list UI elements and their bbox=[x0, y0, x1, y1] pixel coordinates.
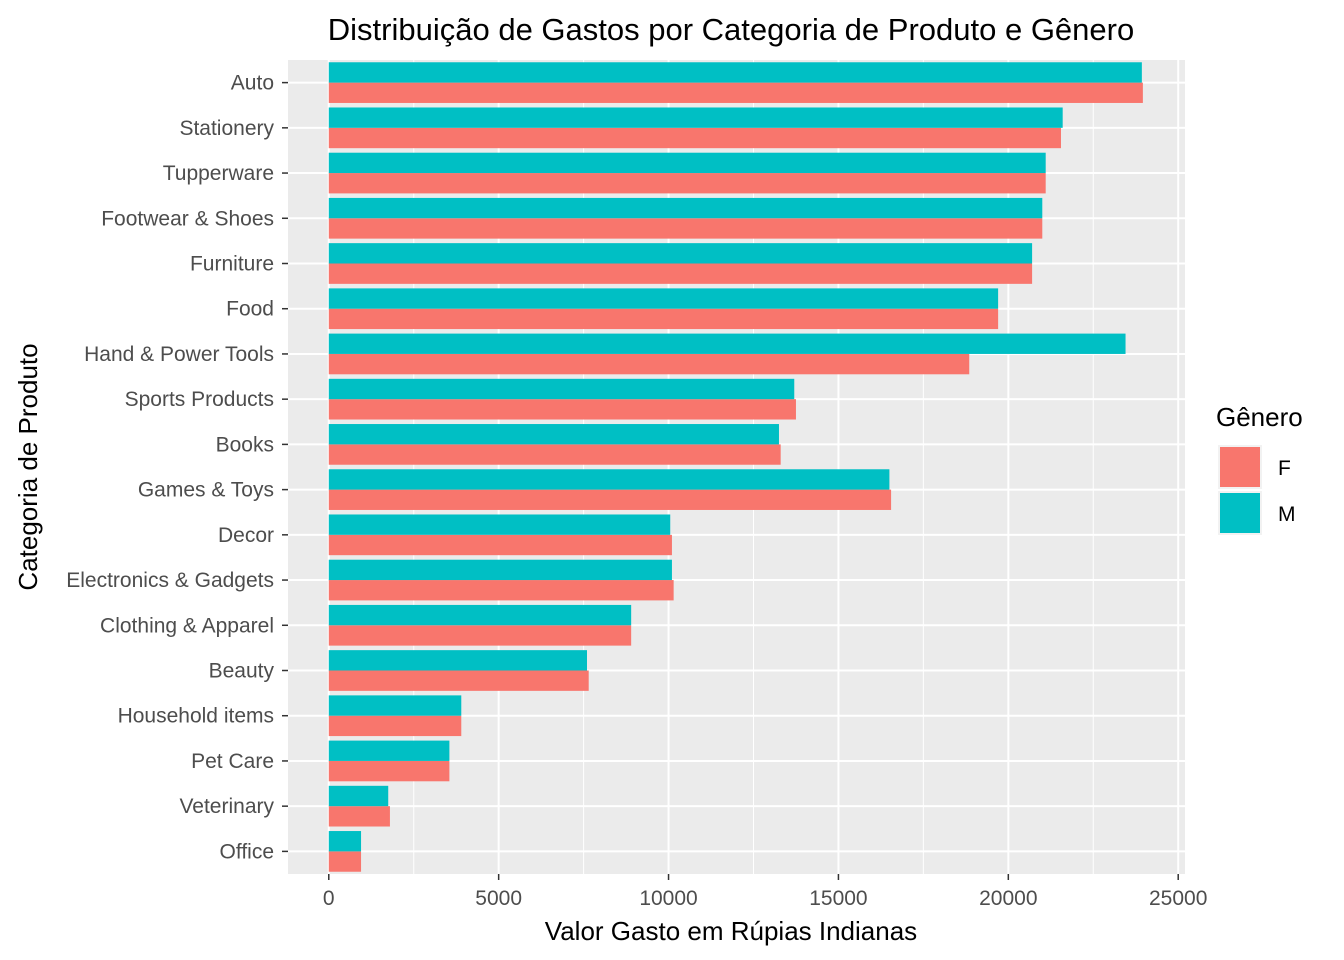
y-axis: Auto Stationery Tupperware Footwear & Shoes… bbox=[66, 72, 288, 863]
chart-title: Distribuição de Gastos por Categoria de … bbox=[328, 12, 1134, 47]
legend-swatch-F bbox=[1220, 447, 1260, 487]
bar-F bbox=[328, 263, 1033, 284]
bar-M bbox=[328, 424, 779, 445]
x-tick-label: 5000 bbox=[475, 887, 522, 910]
y-tick-label: Sports Products bbox=[125, 388, 274, 411]
bar-F bbox=[328, 580, 674, 601]
bar-F bbox=[328, 851, 362, 872]
bar-M bbox=[328, 243, 1033, 264]
bar-F bbox=[328, 218, 1043, 239]
legend: Gênero FM bbox=[1216, 402, 1303, 535]
bar-M bbox=[328, 695, 462, 716]
x-tick-label: 15000 bbox=[809, 887, 867, 910]
legend-label-F: F bbox=[1278, 457, 1291, 480]
bar-M bbox=[328, 740, 450, 761]
bar-F bbox=[328, 489, 892, 510]
x-axis-title: Valor Gasto em Rúpias Indianas bbox=[545, 916, 917, 946]
y-tick-label: Furniture bbox=[190, 253, 274, 276]
y-tick-label: Beauty bbox=[209, 660, 275, 683]
y-tick-label: Books bbox=[216, 433, 274, 456]
bar-M bbox=[328, 378, 795, 400]
y-tick-label: Footwear & Shoes bbox=[101, 207, 274, 230]
bar-F bbox=[328, 444, 781, 465]
bar-M bbox=[328, 107, 1063, 128]
bar-F bbox=[328, 127, 1061, 149]
bar-M bbox=[328, 469, 890, 490]
y-tick-label: Food bbox=[226, 298, 274, 321]
bar-F bbox=[328, 625, 632, 646]
bar-F bbox=[328, 534, 672, 556]
x-tick-label: 10000 bbox=[639, 887, 697, 910]
bar-F bbox=[328, 353, 970, 375]
y-tick-label: Clothing & Apparel bbox=[100, 614, 274, 637]
bar-M bbox=[328, 62, 1142, 83]
legend-title: Gênero bbox=[1216, 402, 1303, 432]
bar-F bbox=[328, 173, 1046, 194]
legend-swatch-M bbox=[1220, 493, 1260, 533]
bar-F bbox=[328, 399, 796, 420]
bar-M bbox=[328, 152, 1046, 174]
bar-F bbox=[328, 760, 450, 782]
bar-F bbox=[328, 82, 1143, 103]
y-tick-label: Veterinary bbox=[179, 795, 274, 818]
bars bbox=[328, 62, 1143, 872]
y-axis-title: Categoria de Produto bbox=[13, 343, 43, 590]
y-tick-label: Stationery bbox=[179, 117, 274, 140]
legend-items: FM bbox=[1218, 445, 1296, 535]
legend-label-M: M bbox=[1278, 503, 1296, 526]
y-tick-label: Pet Care bbox=[191, 750, 274, 773]
bar-M bbox=[328, 288, 999, 309]
bar-M bbox=[328, 785, 389, 807]
bar-M bbox=[328, 333, 1126, 354]
bar-M bbox=[328, 514, 671, 535]
bar-M bbox=[328, 831, 362, 852]
bar-F bbox=[328, 715, 462, 737]
x-tick-label: 20000 bbox=[979, 887, 1037, 910]
y-tick-label: Tupperware bbox=[163, 162, 274, 185]
y-tick-label: Hand & Power Tools bbox=[84, 343, 274, 366]
bar-F bbox=[328, 670, 589, 691]
plot-panel bbox=[288, 60, 1185, 874]
bar-F bbox=[328, 806, 390, 827]
x-tick-label: 0 bbox=[323, 887, 335, 910]
y-tick-label: Auto bbox=[231, 72, 274, 95]
y-tick-label: Electronics & Gadgets bbox=[66, 569, 274, 592]
bar-M bbox=[328, 650, 587, 671]
bar-F bbox=[328, 308, 999, 330]
y-tick-label: Household items bbox=[118, 705, 274, 728]
x-axis: 0 5000 10000 15000 20000 25000 bbox=[323, 874, 1207, 910]
bar-M bbox=[328, 559, 672, 581]
grid-minor bbox=[413, 60, 1094, 874]
bar-M bbox=[328, 197, 1043, 219]
y-tick-label: Decor bbox=[218, 524, 274, 547]
bar-M bbox=[328, 604, 632, 626]
y-tick-label: Games & Toys bbox=[138, 479, 274, 502]
x-tick-label: 25000 bbox=[1149, 887, 1207, 910]
y-tick-label: Office bbox=[220, 840, 274, 863]
